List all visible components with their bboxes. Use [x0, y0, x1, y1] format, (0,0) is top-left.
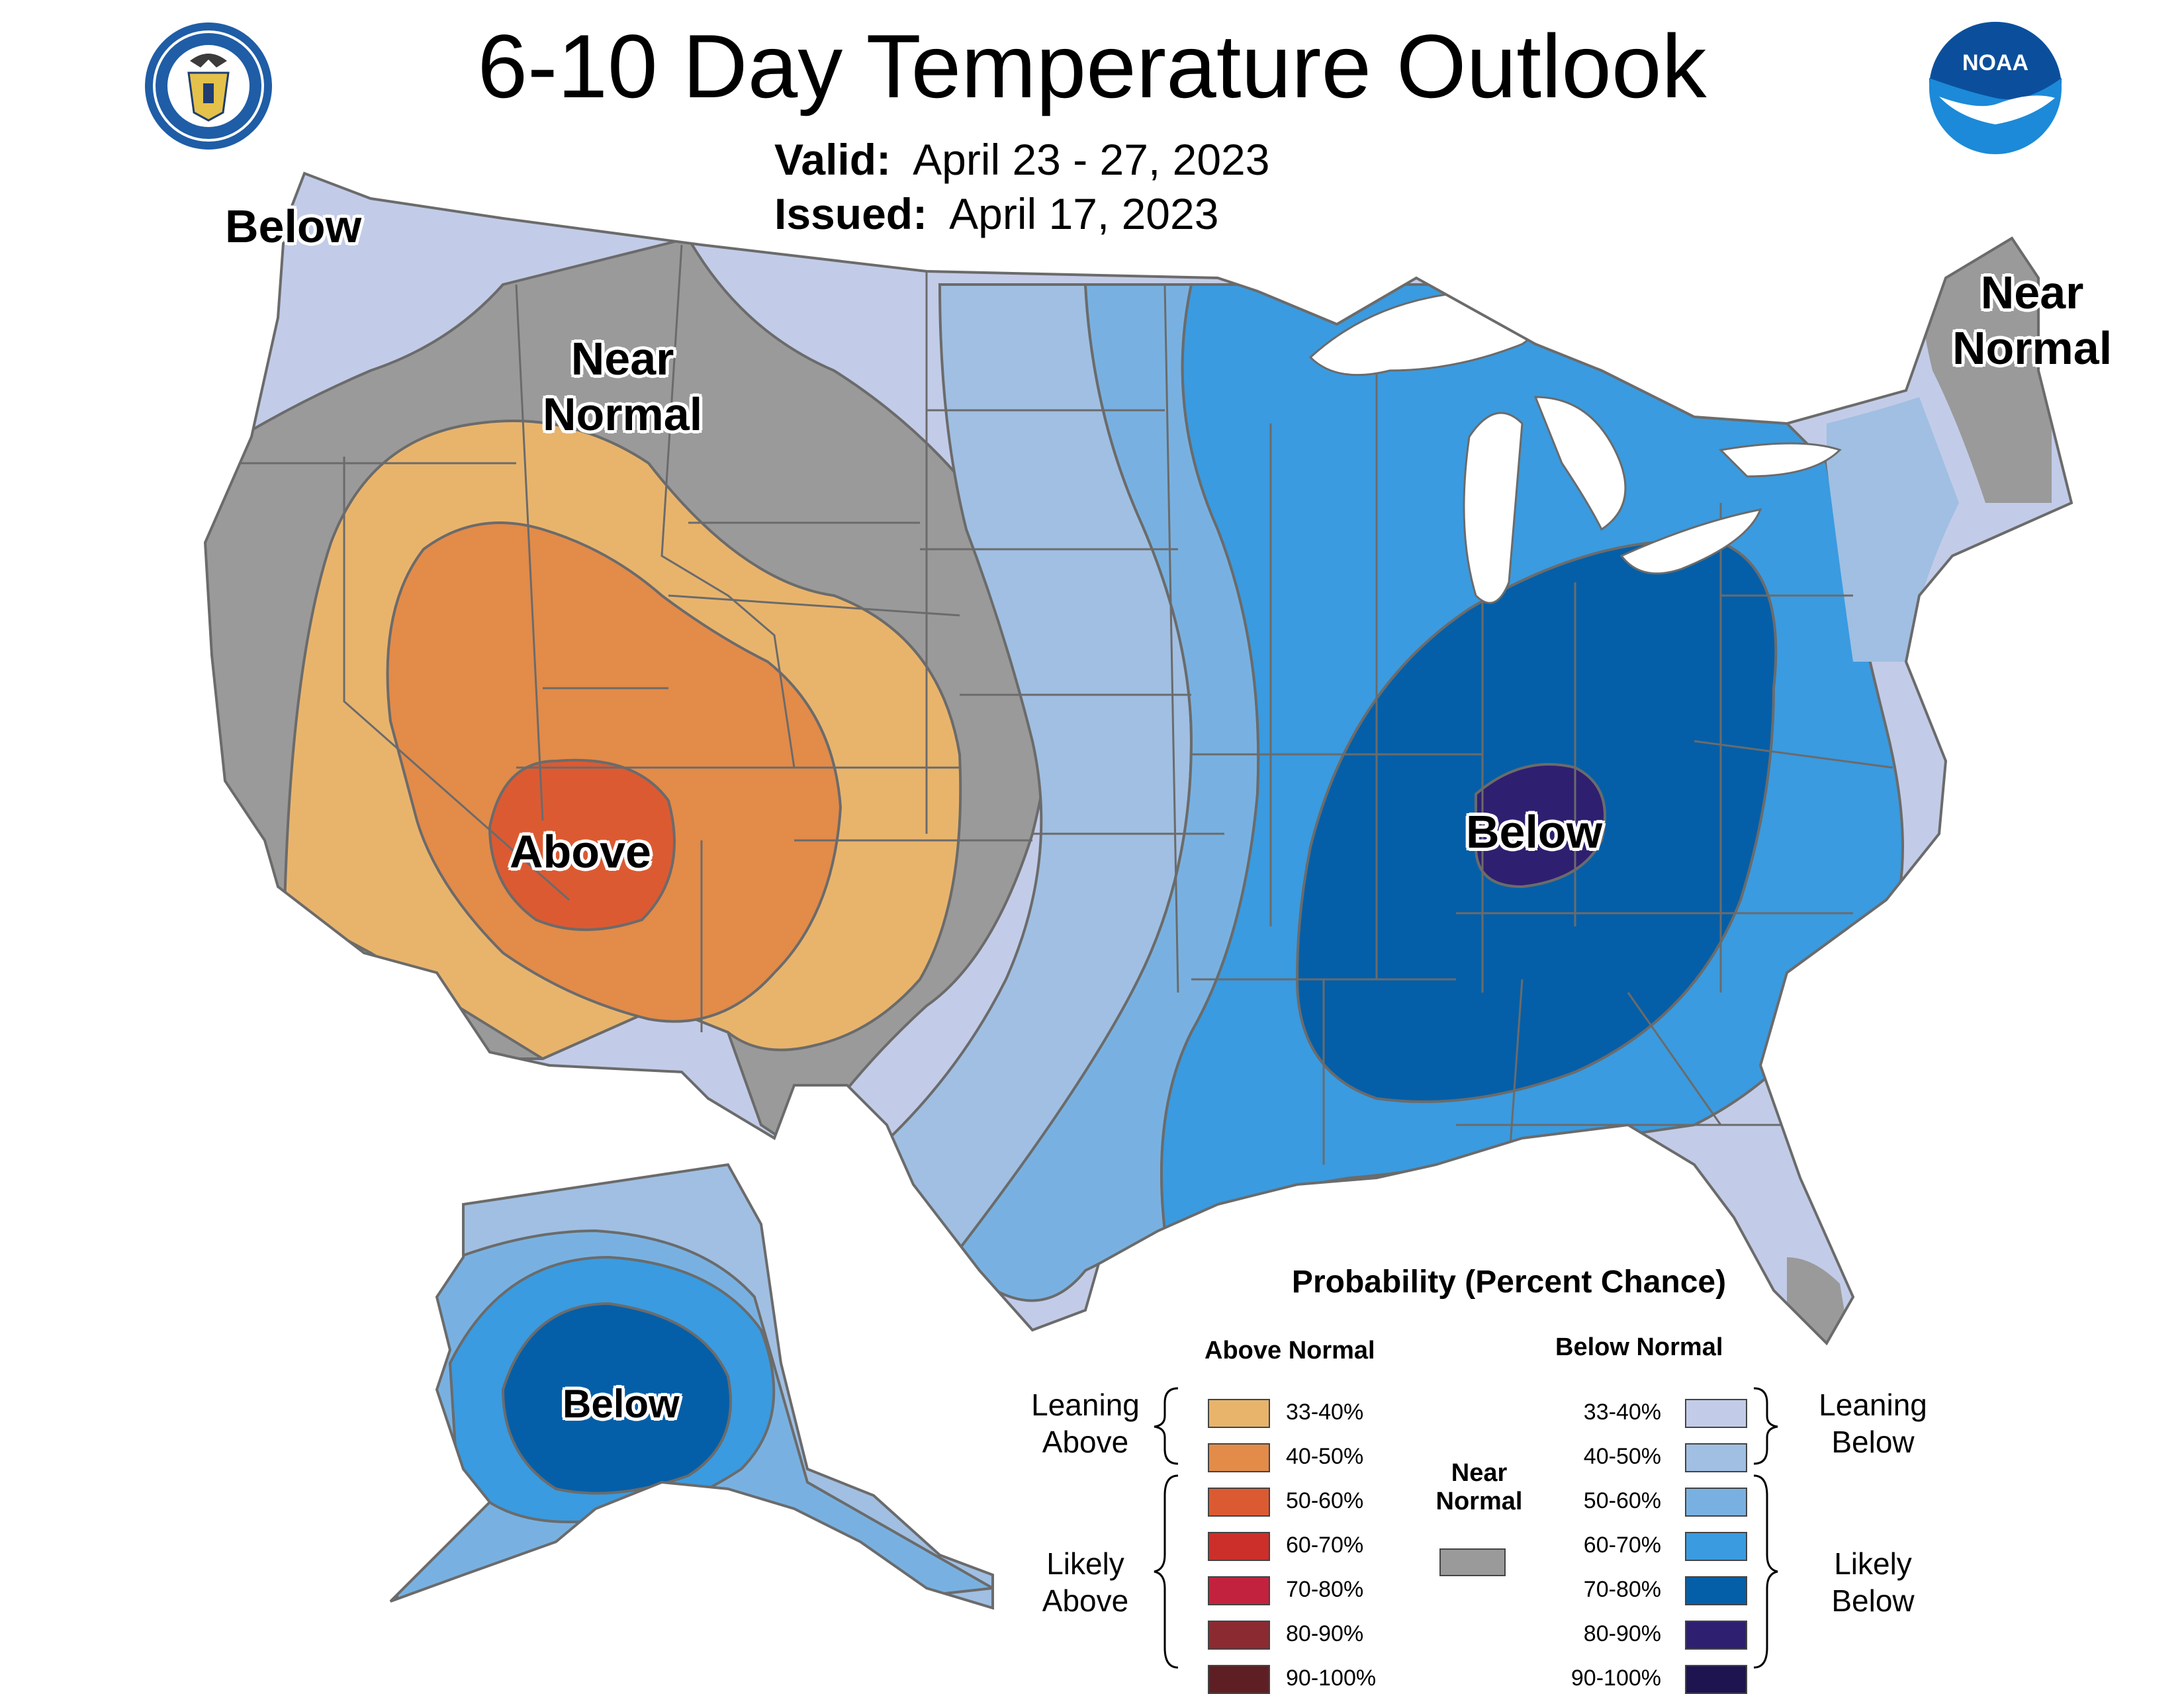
legend-above-bin-label: 40-50%	[1286, 1444, 1364, 1469]
legend-above-bin-label: 80-90%	[1286, 1621, 1364, 1646]
legend-below-swatch	[1685, 1488, 1747, 1517]
legend-below-bin-label: 80-90%	[1583, 1621, 1661, 1646]
legend-title: Probability (Percent Chance)	[1291, 1265, 1727, 1300]
validity-block: Valid: April 23 - 27, 2023 Issued: April…	[774, 132, 1269, 241]
valid-line: Valid: April 23 - 27, 2023	[774, 132, 1269, 187]
legend-above-row: 60-70%	[1208, 1529, 1406, 1561]
legend-below-swatch	[1685, 1532, 1747, 1561]
legend-below-bin-label: 40-50%	[1583, 1444, 1661, 1469]
legend-below-row: 80-90%	[1555, 1618, 1747, 1650]
legend-above-braces	[1154, 1387, 1179, 1669]
label-ohio-valley-below: Below	[1466, 806, 1603, 858]
legend-below-bin-label: 33-40%	[1583, 1400, 1661, 1425]
below-80-90-region	[1475, 763, 1606, 889]
legend-below-swatch	[1685, 1576, 1747, 1605]
issued-label: Issued:	[774, 189, 928, 238]
lake-michigan	[1463, 412, 1524, 604]
legend-below-heading: Below Normal	[1555, 1333, 1723, 1361]
issued-line: Issued: April 17, 2023	[774, 187, 1269, 241]
label-near-normal-northeast: Near Normal	[1952, 267, 2113, 374]
legend-below-swatch	[1685, 1665, 1747, 1694]
legend-below-row: 33-40%	[1555, 1396, 1747, 1428]
legend-leaning-below: Leaning Below	[1819, 1388, 1927, 1459]
noaa-logo-text: NOAA	[1962, 50, 2028, 75]
valid-dates: April 23 - 27, 2023	[913, 135, 1270, 184]
valid-label: Valid:	[774, 135, 891, 184]
legend-below-row: 40-50%	[1555, 1441, 1747, 1472]
legend-above-row: 40-50%	[1208, 1441, 1406, 1472]
legend-below-swatch	[1685, 1399, 1747, 1428]
legend-near-normal-swatch	[1439, 1548, 1506, 1576]
legend-above-bin-label: 33-40%	[1286, 1400, 1364, 1425]
lake-erie	[1619, 508, 1762, 575]
state-boundaries	[218, 244, 1893, 1165]
legend-above-swatch	[1208, 1532, 1270, 1561]
issued-date: April 17, 2023	[949, 189, 1219, 238]
legend-above-swatch	[1208, 1399, 1270, 1428]
legend-above-row: 80-90%	[1208, 1618, 1406, 1650]
legend-above-bin-label: 60-70%	[1286, 1533, 1364, 1558]
legend-above-bin-label: 70-80%	[1286, 1577, 1364, 1602]
legend-above-row: 90-100%	[1208, 1662, 1406, 1694]
legend-below-swatch	[1685, 1443, 1747, 1472]
legend-below-bin-label: 90-100%	[1570, 1666, 1661, 1691]
near-normal-northeast-region	[1919, 225, 2052, 503]
legend-above-heading: Above Normal	[1205, 1337, 1375, 1364]
northeast-below-40-50	[1827, 397, 1959, 662]
alaska-below-70-80	[501, 1302, 732, 1495]
label-northwest-below: Below	[225, 201, 362, 252]
legend-below-braces	[1753, 1387, 1778, 1669]
legend-below-row: 50-60%	[1555, 1485, 1747, 1517]
legend-above-bin-label: 90-100%	[1286, 1666, 1377, 1691]
above-50-60-region	[488, 758, 676, 931]
label-southwest-above: Above	[510, 826, 651, 877]
legend-above-swatch	[1208, 1488, 1270, 1517]
legend-below-row: 60-70%	[1555, 1529, 1747, 1561]
legend-above-swatch	[1208, 1665, 1270, 1694]
legend-below-row: 90-100%	[1555, 1662, 1747, 1694]
legend-below-bin-label: 50-60%	[1583, 1488, 1661, 1513]
legend-above-row: 70-80%	[1208, 1574, 1406, 1605]
legend-above-swatch	[1208, 1443, 1270, 1472]
legend-likely-above: Likely Above	[1042, 1546, 1129, 1618]
noaa-logo: NOAA	[1929, 22, 2062, 154]
legend-above-bin-label: 50-60%	[1286, 1488, 1364, 1513]
legend-above-swatch	[1208, 1576, 1270, 1605]
map-title: 6-10 Day Temperature Outlook	[477, 16, 1707, 116]
legend-below-bin-label: 70-80%	[1583, 1577, 1661, 1602]
legend-below-bin-label: 60-70%	[1583, 1533, 1661, 1558]
commerce-seal-logo	[145, 22, 272, 150]
legend-below-swatch	[1685, 1621, 1747, 1650]
legend-above-swatch	[1208, 1621, 1270, 1650]
label-alaska-below: Below	[563, 1382, 680, 1426]
legend-leaning-above: Leaning Above	[1031, 1388, 1140, 1459]
legend-above-row: 33-40%	[1208, 1396, 1406, 1428]
lake-ontario	[1718, 442, 1842, 478]
legend-above-row: 50-60%	[1208, 1485, 1406, 1517]
lake-huron	[1533, 396, 1627, 531]
conus-probability-fields	[205, 173, 2071, 1343]
legend-likely-below: Likely Below	[1831, 1546, 1915, 1618]
label-near-normal-west: Near Normal	[543, 333, 703, 440]
legend-below-row: 70-80%	[1555, 1574, 1747, 1605]
legend-near-normal-heading: Near Normal	[1435, 1459, 1523, 1515]
